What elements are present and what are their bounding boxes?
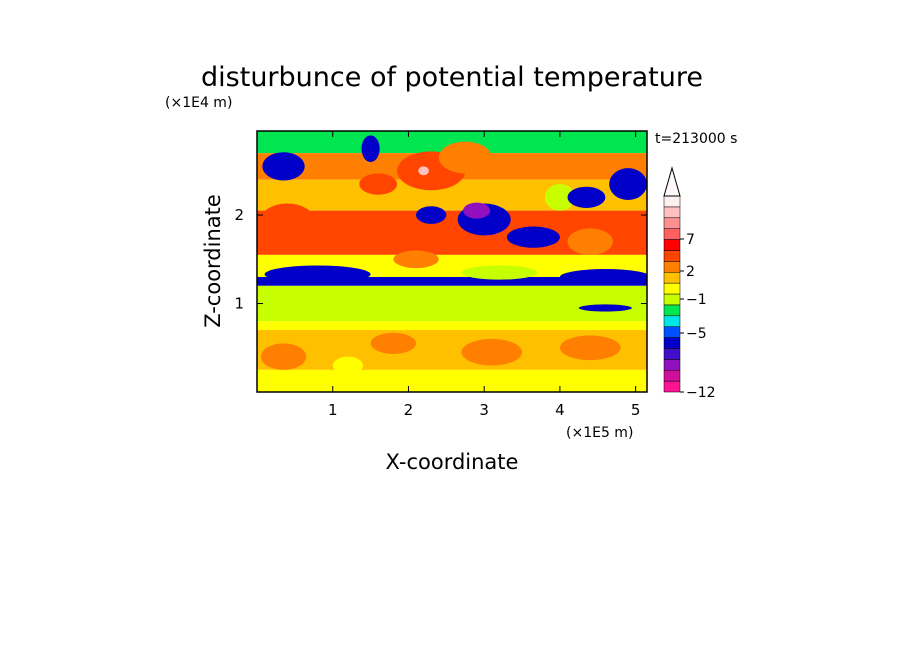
- time-label: t=213000 s: [655, 131, 737, 147]
- contour-feature-17: [461, 265, 538, 280]
- contour-band-7: [257, 321, 647, 331]
- colorbar-cell-11: [663, 261, 681, 273]
- x-axis: 1 2 3 4 5: [328, 131, 640, 419]
- contour-band-0: [257, 131, 647, 154]
- colorbar-cell-1: [663, 369, 681, 382]
- contour-feature-24: [332, 356, 364, 375]
- colorbar-cell-4: [663, 337, 681, 349]
- colorbar-cell-2: [663, 359, 681, 371]
- contour-feature-4: [359, 173, 398, 195]
- x-tick-label: 3: [479, 401, 489, 419]
- colorbar-tick-label: −1: [686, 292, 707, 308]
- colorbar-tick-label: 7: [686, 232, 695, 248]
- contour-feature-25: [559, 335, 621, 361]
- colorbar-cell-6: [663, 315, 681, 327]
- plot-frame: [256, 130, 648, 393]
- colorbar-cell-10: [663, 271, 681, 284]
- plot-area: [257, 131, 647, 392]
- colorbar-cell-13: [663, 239, 681, 251]
- colorbar-tick-label: −5: [686, 326, 707, 342]
- contour-feature-8: [462, 202, 491, 219]
- colorbar-cell-14: [663, 228, 681, 240]
- contour-feature-6: [416, 206, 447, 224]
- contour-band-9: [257, 369, 647, 392]
- y-tick-label: 2: [234, 206, 244, 224]
- y-units-label: (×1E4 m): [165, 95, 232, 111]
- colorbar-cell-17: [663, 195, 681, 208]
- colorbar-cell-7: [663, 304, 681, 317]
- contour-feature-1: [361, 135, 380, 162]
- contour-feature-16: [264, 265, 371, 284]
- contour-feature-18: [559, 269, 647, 285]
- contour-feature-21: [370, 332, 417, 354]
- colorbar-cell-12: [663, 250, 681, 262]
- colorbar-cell-8: [663, 293, 681, 306]
- contour-feature-19: [578, 304, 632, 312]
- y-axis-label: Z-coordinate: [201, 194, 225, 328]
- contour-feature-22: [461, 338, 523, 366]
- contour-feature-12: [609, 168, 647, 201]
- colorbar-cell-5: [663, 326, 681, 338]
- contour-feature-0: [262, 152, 305, 181]
- contour-feature-11: [567, 186, 606, 208]
- contour-feature-3: [418, 166, 429, 176]
- contour-feature-14: [260, 203, 314, 236]
- x-tick-label: 2: [404, 401, 414, 419]
- colorbar-cell-15: [663, 217, 681, 229]
- x-tick-label: 1: [328, 401, 338, 419]
- contour-feature-9: [506, 226, 560, 248]
- colorbar-cell-3: [663, 348, 681, 360]
- contour-feature-20: [393, 250, 439, 269]
- x-tick-label: 5: [631, 401, 641, 419]
- contour-feature-23: [260, 343, 307, 370]
- colorbar-tick-label: 2: [686, 264, 695, 280]
- contour-band-5: [257, 276, 647, 286]
- contour-feature-5: [438, 141, 492, 174]
- y-tick-label: 1: [234, 295, 244, 313]
- x-units-label: (×1E5 m): [566, 425, 633, 441]
- colorbar-cell-0: [663, 380, 681, 393]
- contour-band-6: [257, 285, 647, 322]
- colorbar-cell-16: [663, 206, 681, 219]
- contour-feature-15: [310, 220, 348, 246]
- chart-title: disturbunce of potential temperature: [201, 62, 703, 93]
- contour-feature-10: [544, 184, 576, 211]
- x-axis-label: X-coordinate: [386, 450, 519, 474]
- colorbar: 7 2 −1 −5 −12: [663, 166, 716, 401]
- y-axis: 12: [234, 206, 647, 313]
- colorbar-tick-label: −12: [686, 385, 716, 401]
- colorbar-extend-arrow: [663, 166, 681, 197]
- x-tick-label: 4: [555, 401, 565, 419]
- contour-feature-13: [567, 228, 613, 255]
- colorbar-cell-9: [663, 282, 681, 295]
